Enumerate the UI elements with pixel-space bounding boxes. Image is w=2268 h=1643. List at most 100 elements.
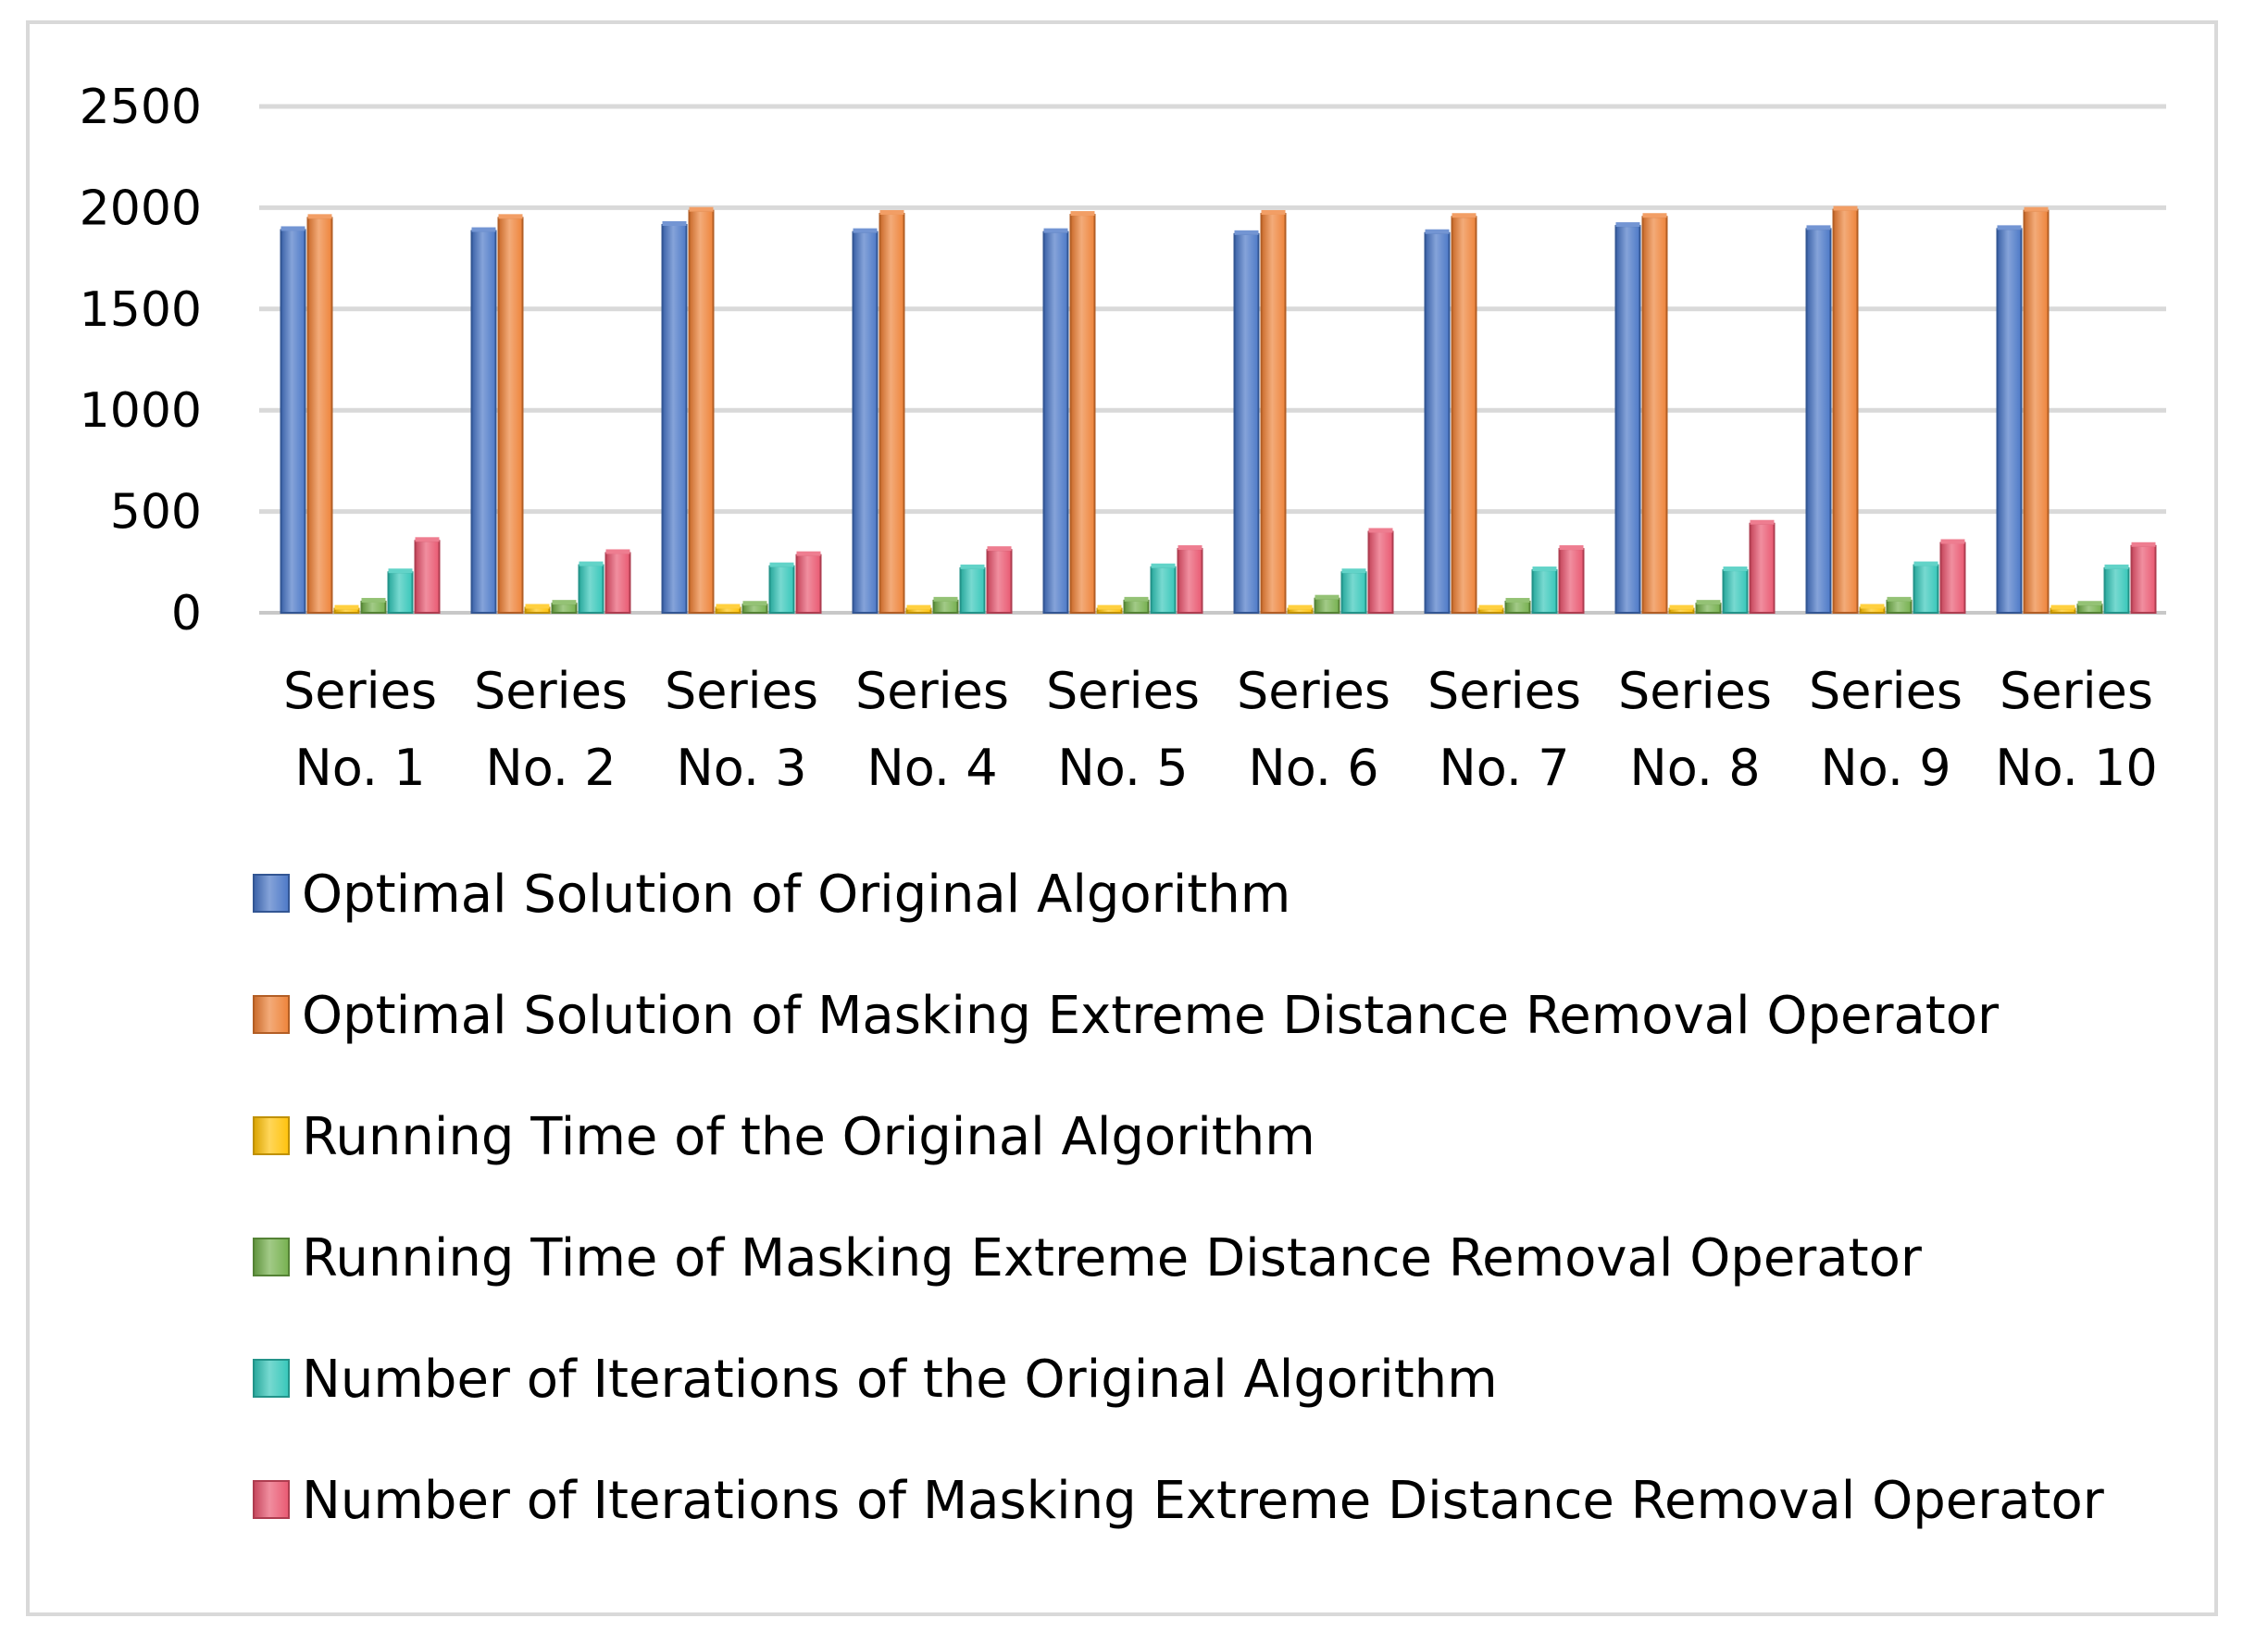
bar-top-4-1 xyxy=(361,597,386,603)
bar-group xyxy=(1805,205,1966,615)
bar-top-3-7 xyxy=(1478,604,1503,610)
bar-6-9 xyxy=(1939,541,1966,614)
x-tick-label: Series No. 5 xyxy=(1046,662,1200,797)
bar-top-6-1 xyxy=(415,537,440,542)
x-tick-label: Series No. 7 xyxy=(1427,662,1581,797)
legend-item: Optimal Solution of Masking Extreme Dist… xyxy=(253,986,2000,1046)
bar-4-2 xyxy=(551,603,578,614)
bar-top-3-9 xyxy=(1860,604,1885,609)
legend-swatch xyxy=(253,995,290,1034)
bar-top-5-7 xyxy=(1532,566,1557,572)
bar-top-3-2 xyxy=(525,604,550,609)
bar-top-6-9 xyxy=(1940,539,1965,544)
bar-top-3-5 xyxy=(1097,604,1122,610)
bar-2-8 xyxy=(1641,216,1668,614)
bar-6-5 xyxy=(1177,548,1203,614)
bar-top-6-7 xyxy=(1559,545,1584,551)
bar-5-5 xyxy=(1150,566,1177,615)
bar-top-2-7 xyxy=(1452,213,1477,218)
bar-6-6 xyxy=(1367,530,1394,614)
bar-top-5-10 xyxy=(2104,564,2129,569)
legend-item: Optimal Solution of Original Algorithm xyxy=(253,865,1290,925)
legend-label: Running Time of Masking Extreme Distance… xyxy=(302,1228,1923,1288)
bar-top-6-10 xyxy=(2131,541,2156,547)
x-tick-label: Series No. 6 xyxy=(1237,662,1390,797)
legend-item: Running Time of the Original Algorithm xyxy=(253,1107,1315,1167)
bar-2-4 xyxy=(879,212,905,615)
legend-swatch xyxy=(253,1480,290,1519)
bar-top-5-6 xyxy=(1341,568,1366,574)
bar-top-5-1 xyxy=(388,568,413,574)
bar-group xyxy=(1042,211,1203,615)
bar-top-4-9 xyxy=(1887,596,1912,602)
bar-1-3 xyxy=(661,223,688,615)
bar-4-4 xyxy=(932,599,959,615)
legend-label: Running Time of the Original Algorithm xyxy=(302,1107,1315,1167)
x-tick-label: Series No. 1 xyxy=(283,662,437,797)
x-tick-label: Series No. 9 xyxy=(1809,662,1963,797)
bar-2-10 xyxy=(2023,209,2050,614)
bar-2-1 xyxy=(306,217,333,614)
bar-1-5 xyxy=(1042,230,1069,614)
bar-1-4 xyxy=(852,230,879,614)
bar-6-8 xyxy=(1749,522,1776,615)
y-tick-label: 1500 xyxy=(80,282,202,338)
legend-swatch xyxy=(253,874,290,913)
bar-2-5 xyxy=(1069,214,1096,614)
bar-top-2-3 xyxy=(689,206,714,212)
bar-1-10 xyxy=(1996,228,2023,614)
bar-top-1-1 xyxy=(280,226,305,231)
legend-label: Number of Iterations of the Original Alg… xyxy=(302,1350,1498,1410)
bar-5-1 xyxy=(387,571,414,614)
bar-top-2-4 xyxy=(879,209,904,215)
bar-top-5-2 xyxy=(579,561,604,566)
bar-top-2-6 xyxy=(1261,209,1286,215)
y-axis: 0 500 1000 1500 2000 2500 xyxy=(80,80,202,641)
legend-label: Number of Iterations of Masking Extreme … xyxy=(302,1471,2105,1531)
bar-group xyxy=(1233,209,1394,615)
bar-top-3-1 xyxy=(334,604,359,610)
bar-top-3-10 xyxy=(2050,604,2075,610)
bar-2-3 xyxy=(688,209,715,614)
bar-top-5-3 xyxy=(769,562,794,567)
bar-4-10 xyxy=(2076,604,2103,614)
bar-top-4-10 xyxy=(2077,601,2102,606)
bar-4-6 xyxy=(1314,597,1340,615)
x-tick-label: Series No. 3 xyxy=(665,662,818,797)
bar-5-9 xyxy=(1913,564,1939,614)
bar-group xyxy=(1996,206,2157,615)
bar-top-5-8 xyxy=(1723,566,1748,572)
bar-top-6-8 xyxy=(1750,519,1775,525)
bar-5-7 xyxy=(1531,569,1558,614)
legend-label: Optimal Solution of Original Algorithm xyxy=(302,865,1290,925)
bar-6-3 xyxy=(795,554,822,615)
bar-top-4-7 xyxy=(1505,597,1530,603)
bar-top-4-6 xyxy=(1315,594,1340,600)
bar-top-1-3 xyxy=(662,220,687,226)
bar-group xyxy=(470,214,631,615)
bar-top-6-4 xyxy=(987,546,1012,552)
bar-top-5-9 xyxy=(1913,561,1938,566)
bar-top-4-4 xyxy=(933,596,958,602)
y-tick-label: 1000 xyxy=(80,383,202,439)
legend-item: Running Time of Masking Extreme Distance… xyxy=(253,1228,1923,1288)
bar-top-1-7 xyxy=(1425,229,1450,234)
bar-group xyxy=(280,214,441,615)
bar-top-2-1 xyxy=(307,214,332,219)
bar-top-3-8 xyxy=(1669,604,1694,610)
legend-swatch xyxy=(253,1116,290,1155)
legend-item: Number of Iterations of Masking Extreme … xyxy=(253,1471,2105,1531)
bar-top-3-3 xyxy=(716,604,741,609)
y-tick-label: 2500 xyxy=(80,80,202,135)
bar-top-1-8 xyxy=(1615,222,1640,228)
legend-swatch xyxy=(253,1359,290,1398)
gridlines xyxy=(259,104,2166,615)
bar-top-1-10 xyxy=(1997,225,2022,230)
y-tick-label: 0 xyxy=(171,586,202,641)
bar-group xyxy=(1424,213,1585,615)
bar-2-6 xyxy=(1260,212,1287,615)
bar-1-1 xyxy=(280,229,306,615)
y-tick-label: 500 xyxy=(110,485,202,541)
bar-6-10 xyxy=(2130,544,2157,615)
